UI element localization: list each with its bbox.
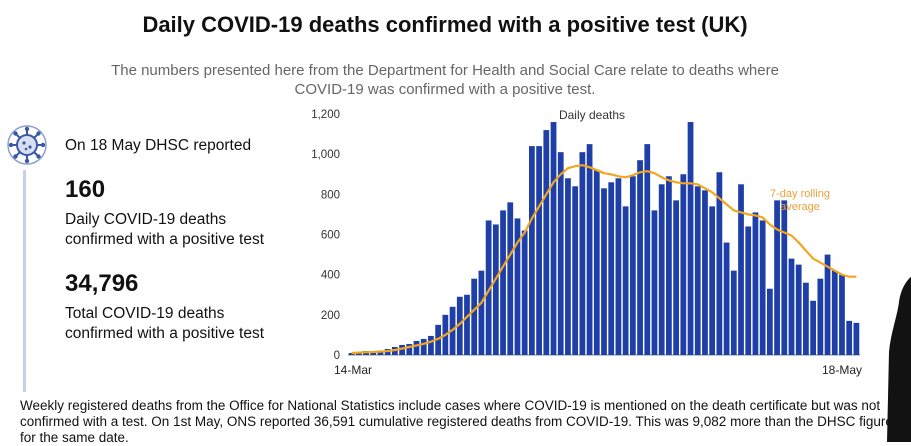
bar-daily-deaths	[485, 220, 492, 355]
bar-daily-deaths	[774, 200, 780, 355]
y-tick-label: 200	[321, 310, 340, 322]
bar-daily-deaths	[730, 270, 737, 355]
bar-daily-deaths	[615, 178, 622, 355]
bar-daily-deaths	[759, 220, 766, 355]
bar-daily-deaths	[817, 278, 824, 355]
bar-daily-deaths	[723, 242, 730, 355]
total-deaths-caption: Total COVID-19 deaths confirmed with a p…	[65, 305, 265, 342]
bar-daily-deaths	[644, 144, 651, 355]
bar-daily-deaths	[629, 176, 636, 355]
annotation-daily-deaths: Daily deaths	[559, 108, 625, 122]
bar-daily-deaths	[593, 170, 600, 355]
coronavirus-icon	[7, 125, 47, 165]
y-tick-label: 800	[321, 189, 340, 201]
bar-daily-deaths	[406, 343, 413, 355]
bar-daily-deaths	[492, 224, 499, 355]
bar-daily-deaths	[673, 200, 679, 355]
bar-daily-deaths	[781, 200, 788, 355]
y-tick-label: 0	[334, 350, 340, 362]
bar-daily-deaths	[579, 152, 586, 355]
bar-daily-deaths	[557, 152, 564, 355]
bar-daily-deaths	[456, 296, 463, 355]
bar-daily-deaths	[839, 274, 845, 355]
bar-daily-deaths	[608, 182, 615, 355]
bar-daily-deaths	[348, 352, 355, 355]
daily-deaths-chart: 0 200 400 600 800 1,000 1,200 14-Mar 18-May Daily…	[311, 108, 862, 377]
bar-daily-deaths	[543, 130, 550, 355]
bar-daily-deaths	[464, 294, 470, 355]
bar-daily-deaths	[370, 351, 377, 355]
x-tick-label: 18-May	[822, 363, 862, 377]
bar-daily-deaths	[514, 218, 521, 355]
daily-deaths-caption: Daily COVID-19 deaths confirmed with a p…	[65, 211, 265, 248]
bar-daily-deaths	[803, 282, 809, 355]
bar-daily-deaths	[471, 278, 478, 355]
bar-daily-deaths	[795, 264, 802, 355]
bar-daily-deaths	[622, 206, 629, 355]
footnote: Weekly registered deaths from the Office…	[20, 398, 893, 445]
bar-daily-deaths	[831, 270, 838, 355]
bar-daily-deaths	[680, 174, 687, 355]
bar-daily-deaths	[853, 322, 860, 355]
bar-daily-deaths	[428, 335, 434, 355]
stats-panel: On 18 May DHSC reported 160 Daily COVID-…	[0, 118, 300, 393]
bar-daily-deaths	[745, 226, 752, 355]
bar-daily-deaths	[694, 186, 701, 355]
bar-daily-deaths	[420, 338, 427, 355]
bar-daily-deaths	[529, 146, 535, 355]
y-tick-label: 400	[321, 270, 340, 282]
bar-daily-deaths	[824, 254, 831, 355]
bar-daily-deaths	[572, 186, 579, 355]
bar-daily-deaths	[846, 320, 853, 355]
bar-daily-deaths	[521, 230, 528, 355]
rolling-average-line	[351, 164, 857, 355]
bar-daily-deaths	[687, 122, 694, 356]
bar-daily-deaths	[651, 210, 658, 355]
bar-daily-deaths	[550, 122, 557, 356]
page-subtitle: The numbers presented here from the Depa…	[111, 62, 779, 98]
bar-daily-deaths	[536, 146, 542, 355]
bar-daily-deaths	[637, 160, 643, 355]
bar-daily-deaths	[738, 184, 744, 355]
bar-daily-deaths	[601, 188, 607, 355]
bar-daily-deaths	[478, 270, 485, 355]
daily-deaths-value: 160	[65, 176, 106, 203]
bar-daily-deaths	[766, 288, 773, 355]
bar-daily-deaths	[565, 178, 571, 355]
y-tick-label: 1,200	[311, 109, 340, 121]
bar-daily-deaths	[658, 184, 665, 355]
y-tick-label: 600	[321, 230, 340, 242]
reported-line: On 18 May DHSC reported	[65, 137, 252, 154]
bar-daily-deaths	[709, 206, 716, 355]
bar-daily-deaths	[752, 212, 759, 355]
bar-daily-deaths	[377, 350, 384, 355]
bar-daily-deaths	[666, 176, 672, 355]
bar-daily-deaths	[810, 300, 817, 355]
bar-daily-deaths	[413, 340, 420, 355]
y-tick-label: 1,000	[311, 149, 340, 161]
bar-daily-deaths	[716, 172, 723, 355]
annotation-rolling-average: 7-day rolling average	[770, 188, 830, 213]
bar-daily-deaths	[399, 344, 405, 355]
bar-daily-deaths	[507, 202, 514, 355]
x-tick-label: 14-Mar	[334, 363, 372, 377]
bar-daily-deaths	[586, 144, 593, 355]
bar-daily-deaths	[500, 210, 506, 355]
bar-daily-deaths	[788, 258, 795, 355]
page-title: Daily COVID-19 deaths confirmed with a p…	[142, 12, 748, 37]
bar-daily-deaths	[702, 190, 708, 355]
total-deaths-value: 34,796	[65, 270, 139, 297]
presenter-silhouette	[887, 276, 911, 442]
timeline-line	[23, 170, 26, 392]
